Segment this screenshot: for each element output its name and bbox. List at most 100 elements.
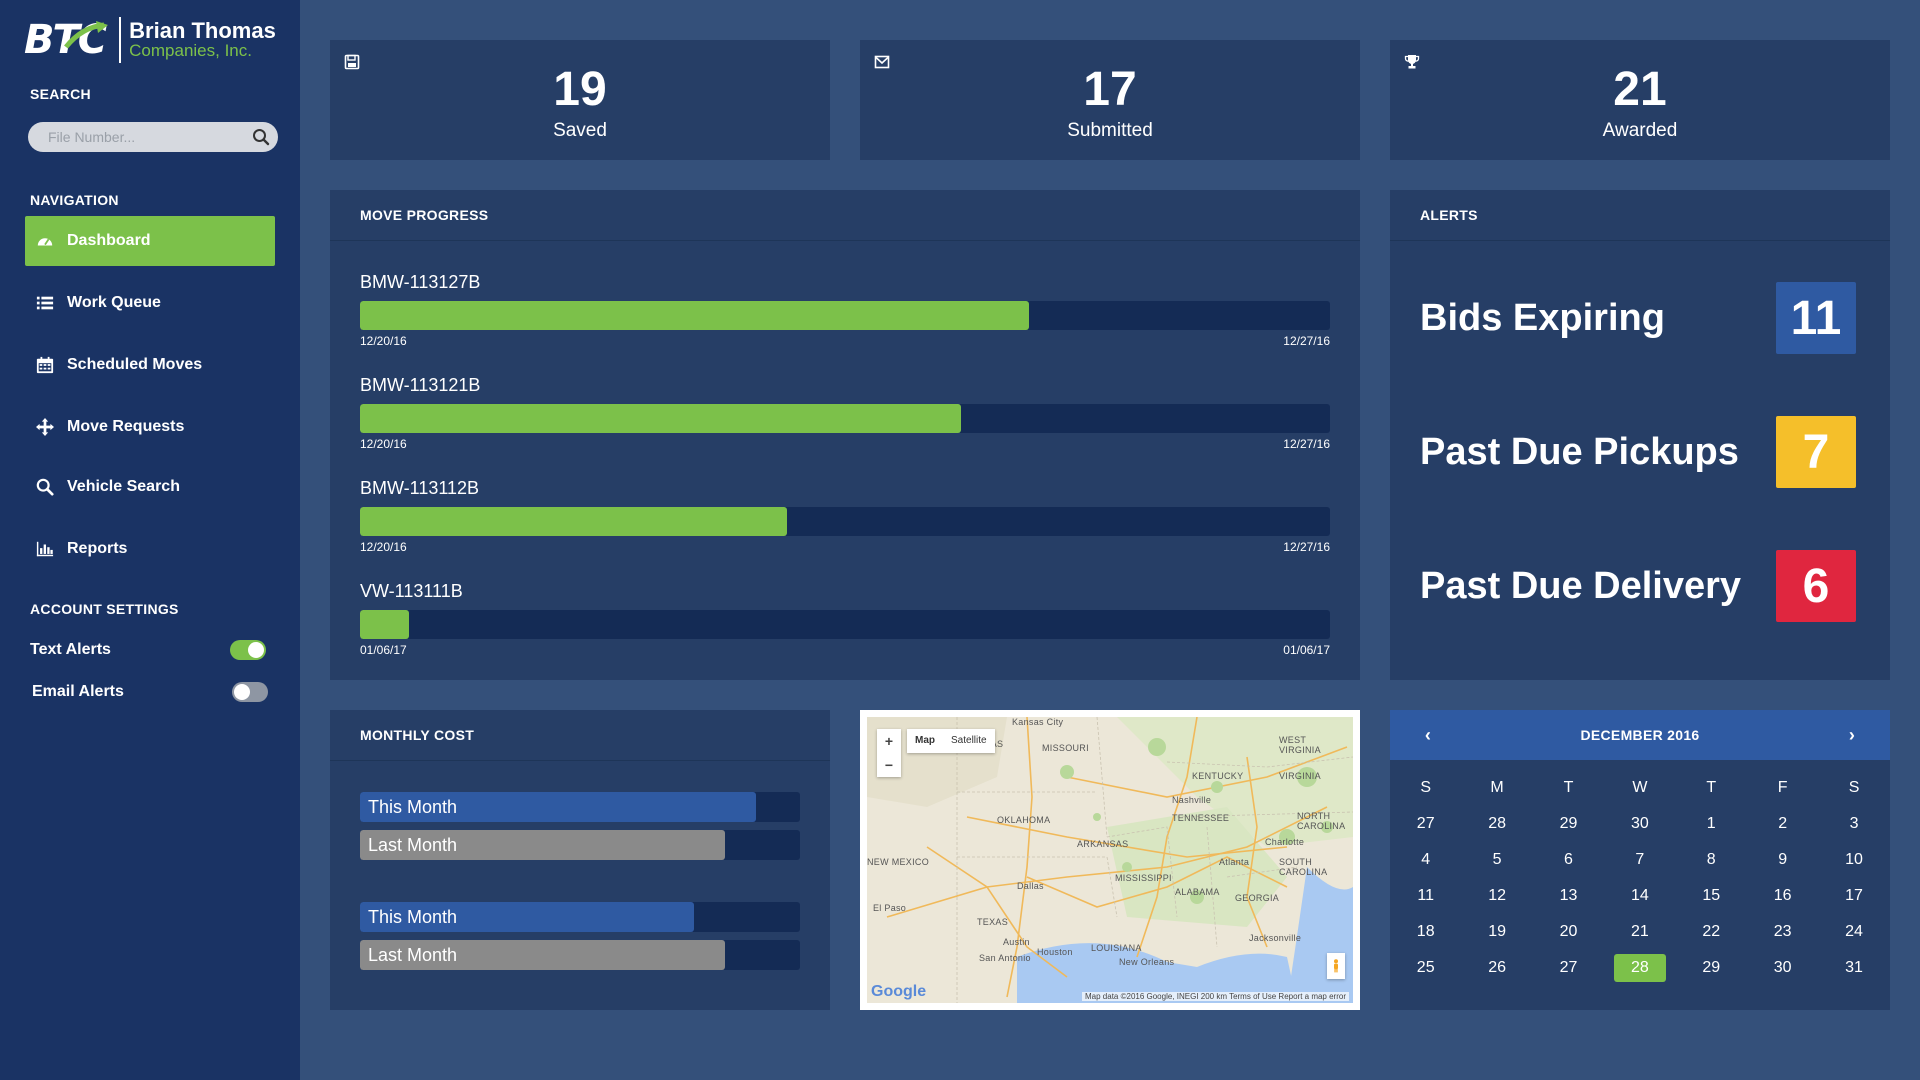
move-icon bbox=[35, 417, 55, 437]
calendar-day[interactable]: 15 bbox=[1702, 887, 1721, 904]
calendar-day[interactable]: 24 bbox=[1845, 923, 1863, 940]
logo-name-line2: Companies, Inc. bbox=[129, 41, 252, 60]
cost-bar-last-month[interactable]: Last Month bbox=[360, 830, 800, 860]
nav-label: Work Queue bbox=[67, 294, 161, 311]
calendar-header: ‹ DECEMBER 2016 › bbox=[1390, 710, 1890, 760]
text-alerts-toggle[interactable] bbox=[230, 640, 266, 660]
nav-label: Dashboard bbox=[67, 232, 151, 249]
map-attribution[interactable]: Map data ©2016 Google, INEGI 200 km Term… bbox=[1082, 992, 1349, 1001]
calendar-day[interactable]: 27 bbox=[1416, 815, 1435, 832]
move-file-number: BMW-113121B bbox=[360, 375, 481, 395]
calendar-day[interactable]: 26 bbox=[1488, 959, 1506, 976]
calendar-day[interactable]: 7 bbox=[1635, 851, 1645, 868]
stat-card-awarded[interactable]: 21 Awarded bbox=[1390, 40, 1890, 160]
calendar-icon bbox=[35, 355, 55, 375]
start-date: 12/20/16 bbox=[360, 540, 407, 554]
nav-label: Scheduled Moves bbox=[67, 356, 203, 373]
calendar-day[interactable]: 20 bbox=[1559, 923, 1578, 940]
alert-bids-expiring[interactable]: Bids Expiring 11 bbox=[1420, 282, 1856, 354]
bar-chart-icon bbox=[35, 539, 55, 559]
calendar-day[interactable]: 1 bbox=[1706, 815, 1716, 832]
calendar-day[interactable]: 23 bbox=[1773, 923, 1792, 940]
calendar-day[interactable]: 28 bbox=[1488, 815, 1506, 832]
calendar-day[interactable]: 3 bbox=[1849, 815, 1859, 832]
nav-item-vehicle-search[interactable]: Vehicle Search bbox=[25, 462, 275, 512]
calendar-day[interactable]: 18 bbox=[1416, 923, 1435, 940]
move-progress-item[interactable]: BMW-113127B 12/20/16 12/27/16 bbox=[360, 272, 1330, 348]
calendar-week-row: 18 19 20 21 22 23 24 bbox=[1390, 914, 1890, 950]
cost-bar-this-month[interactable]: This Month bbox=[360, 792, 800, 822]
monthly-cost-panel: MONTHLY COST This Month Last Month This … bbox=[330, 710, 830, 1010]
move-progress-title: MOVE PROGRESS bbox=[330, 190, 1360, 241]
file-number-search-input[interactable] bbox=[28, 122, 228, 152]
email-alerts-toggle[interactable] bbox=[232, 682, 268, 702]
search-icon[interactable] bbox=[252, 128, 270, 146]
calendar-day[interactable]: 16 bbox=[1773, 887, 1792, 904]
alert-past-due-pickups[interactable]: Past Due Pickups 7 bbox=[1420, 416, 1856, 488]
calendar-day[interactable]: 10 bbox=[1845, 851, 1863, 868]
move-progress-item[interactable]: BMW-113112B 12/20/16 12/27/16 bbox=[360, 478, 1330, 554]
calendar-day[interactable]: 27 bbox=[1559, 959, 1578, 976]
map-zoom-out-button[interactable]: − bbox=[884, 757, 894, 773]
calendar-weekday: T bbox=[1706, 779, 1717, 796]
calendar-next-month-button[interactable]: › bbox=[1848, 724, 1856, 745]
cost-bar-last-month[interactable]: Last Month bbox=[360, 940, 800, 970]
map-terrain bbox=[867, 717, 1353, 1003]
map-place: Kansas City bbox=[1012, 717, 1064, 727]
calendar-day[interactable]: 19 bbox=[1488, 923, 1506, 940]
map-type-satellite-button[interactable]: Satellite bbox=[951, 735, 987, 746]
calendar-day[interactable]: 31 bbox=[1845, 959, 1863, 976]
text-alerts-label: Text Alerts bbox=[30, 641, 111, 658]
company-logo[interactable]: BTC Brian Thomas Companies, Inc. bbox=[24, 14, 276, 66]
calendar-day[interactable]: 6 bbox=[1564, 851, 1573, 868]
stat-card-submitted[interactable]: 17 Submitted bbox=[860, 40, 1360, 160]
street-view-pegman-icon[interactable] bbox=[1327, 953, 1345, 979]
calendar-day[interactable]: 22 bbox=[1702, 923, 1721, 940]
email-alerts-setting: Email Alerts bbox=[32, 679, 268, 705]
stat-card-saved[interactable]: 19 Saved bbox=[330, 40, 830, 160]
start-date: 01/06/17 bbox=[360, 643, 407, 657]
map-place: Austin bbox=[1003, 937, 1030, 947]
google-logo: Google bbox=[871, 983, 927, 1000]
calendar-weekday: T bbox=[1563, 779, 1574, 796]
calendar-day[interactable]: 14 bbox=[1630, 887, 1649, 904]
move-progress-item[interactable]: VW-113111B 01/06/17 01/06/17 bbox=[360, 581, 1330, 657]
nav-item-work-queue[interactable]: Work Queue bbox=[25, 278, 275, 328]
calendar-day[interactable]: 5 bbox=[1492, 851, 1502, 868]
map-type-map-button[interactable]: Map bbox=[915, 735, 935, 746]
move-progress-panel: MOVE PROGRESS BMW-113127B 12/20/16 12/27/1… bbox=[330, 190, 1360, 680]
move-progress-item[interactable]: BMW-113121B 12/20/16 12/27/16 bbox=[360, 375, 1330, 451]
logo-divider bbox=[119, 17, 122, 63]
calendar-day[interactable]: 4 bbox=[1421, 851, 1431, 868]
nav-item-dashboard[interactable]: Dashboard bbox=[25, 216, 275, 266]
calendar-day[interactable]: 11 bbox=[1417, 887, 1434, 904]
calendar-day[interactable]: 30 bbox=[1630, 815, 1649, 832]
alert-past-due-delivery[interactable]: Past Due Delivery 6 bbox=[1420, 550, 1856, 622]
nav-item-scheduled-moves[interactable]: Scheduled Moves bbox=[25, 340, 275, 390]
map-place: NORTH CAROLINA bbox=[1297, 811, 1346, 831]
calendar-day[interactable]: 17 bbox=[1845, 887, 1863, 904]
cost-bar-this-month[interactable]: This Month bbox=[360, 902, 800, 932]
calendar-day[interactable]: 29 bbox=[1559, 815, 1578, 832]
map-zoom-in-button[interactable]: + bbox=[884, 733, 894, 749]
calendar-day[interactable]: 30 bbox=[1773, 959, 1792, 976]
calendar-day[interactable]: 21 bbox=[1630, 923, 1649, 940]
calendar-day[interactable]: 13 bbox=[1559, 887, 1578, 904]
calendar-day[interactable]: 25 bbox=[1416, 959, 1435, 976]
calendar-day[interactable]: 2 bbox=[1778, 815, 1788, 832]
stat-label: Awarded bbox=[1602, 120, 1678, 141]
map-place: MISSOURI bbox=[1042, 743, 1089, 753]
nav-item-move-requests[interactable]: Move Requests bbox=[25, 402, 275, 452]
calendar-day[interactable]: 12 bbox=[1488, 887, 1506, 904]
stat-label: Saved bbox=[553, 120, 607, 141]
map-place: TENNESSEE bbox=[1172, 813, 1230, 823]
map-zoom-controls: + − bbox=[877, 729, 901, 777]
map-view[interactable]: Kansas City MISSOURI KANSAS WEST VIRGINI… bbox=[867, 717, 1353, 1003]
calendar-day[interactable]: 8 bbox=[1706, 851, 1716, 868]
calendar-day[interactable]: 29 bbox=[1702, 959, 1721, 976]
nav-item-reports[interactable]: Reports bbox=[25, 524, 275, 574]
calendar-prev-month-button[interactable]: ‹ bbox=[1424, 724, 1432, 745]
calendar-week-row: 11 12 13 14 15 16 17 bbox=[1390, 878, 1890, 914]
calendar-day-today[interactable]: 28 bbox=[1614, 954, 1666, 982]
calendar-day[interactable]: 9 bbox=[1778, 851, 1788, 868]
